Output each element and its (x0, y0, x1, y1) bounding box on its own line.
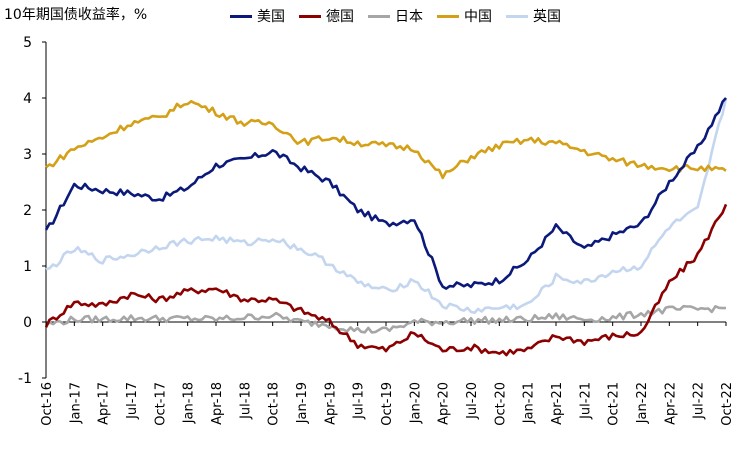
legend-swatch-japan (368, 14, 390, 18)
series-line-4 (45, 97, 728, 315)
x-tick-label: Oct-20 (493, 382, 508, 426)
y-tick-label: 0 (23, 315, 32, 331)
y-tick-label: 3 (23, 147, 32, 163)
series-lines (44, 97, 728, 357)
x-tick-label: Jan-21 (522, 382, 537, 424)
x-tick-label: Oct-16 (40, 382, 55, 426)
x-tick-label: Jan-18 (182, 382, 197, 424)
legend-item-germany: 德国 (299, 6, 354, 26)
x-tick-label: Oct-21 (607, 382, 622, 426)
legend-swatch-germany (299, 14, 321, 18)
x-tick-label: Jul-18 (238, 382, 253, 420)
series-line-2 (45, 304, 727, 334)
x-tick-label: Oct-19 (380, 382, 395, 426)
legend-item-uk: 英国 (506, 6, 561, 26)
legend-label-us: 美国 (257, 9, 285, 25)
legend-swatch-china (437, 14, 459, 18)
x-axis-ticks: Oct-16 Jan-17 Apr-17 Jul-17 Oct-17 Jan-18 Apr-… (40, 322, 735, 426)
x-tick-label: Apr-22 (663, 382, 678, 425)
x-tick-label: Apr-21 (550, 382, 565, 425)
x-tick-label: Jan-20 (408, 382, 423, 424)
y-tick-label: 2 (23, 203, 32, 219)
x-tick-label: Oct-18 (267, 382, 282, 426)
legend-item-japan: 日本 (368, 6, 423, 26)
x-tick-label: Apr-18 (210, 382, 225, 425)
x-tick-label: Jan-19 (295, 382, 310, 424)
y-tick-label: -1 (18, 371, 32, 387)
series-line-0 (44, 97, 727, 290)
legend-label-china: 中国 (464, 9, 492, 25)
series-line-3 (45, 100, 727, 180)
legend-label-uk: 英国 (533, 9, 561, 25)
x-tick-label: Jul-20 (465, 382, 480, 420)
x-tick-label: Jan-22 (635, 382, 650, 424)
legend-item-china: 中国 (437, 6, 492, 26)
x-tick-label: Jul-19 (352, 382, 367, 420)
legend-item-us: 美国 (230, 6, 285, 26)
x-tick-label: Jul-22 (692, 382, 707, 420)
legend-label-germany: 德国 (326, 9, 354, 25)
x-tick-label: Apr-19 (323, 382, 338, 425)
y-tick-label: 4 (23, 91, 32, 107)
y-tick-label: 1 (23, 259, 32, 275)
x-tick-label: Oct-17 (153, 382, 168, 426)
x-tick-label: Jul-17 (125, 382, 140, 420)
y-tick-label: 5 (23, 35, 32, 51)
x-tick-label: Jan-17 (68, 382, 83, 424)
legend-swatch-us (230, 14, 252, 18)
x-tick-label: Apr-17 (97, 382, 112, 425)
chart-title: 10年期国债收益率，% (4, 7, 148, 23)
series-line-1 (44, 203, 728, 357)
legend: 美国 德国 日本 中国 英国 (230, 6, 561, 26)
legend-swatch-uk (506, 14, 528, 18)
legend-label-japan: 日本 (395, 9, 423, 25)
x-tick-label: Jul-21 (578, 382, 593, 420)
x-tick-label: Oct-22 (720, 382, 735, 426)
y-axis-ticks: 5 4 3 2 1 0 -1 (18, 35, 46, 387)
x-tick-label: Apr-20 (437, 382, 452, 425)
